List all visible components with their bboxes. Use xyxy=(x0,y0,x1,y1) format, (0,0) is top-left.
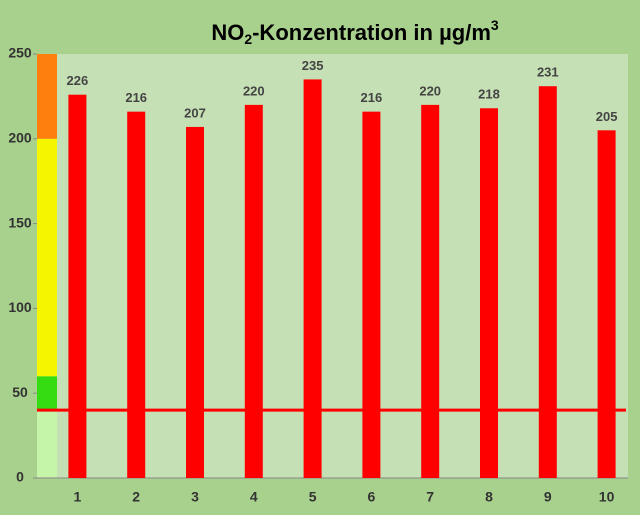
x-tick-label: 5 xyxy=(309,489,317,505)
y-tick-label: 0 xyxy=(16,469,24,485)
bar xyxy=(480,108,498,478)
x-tick-label: 10 xyxy=(599,489,615,505)
x-tick-label: 1 xyxy=(74,489,82,505)
value-label: 207 xyxy=(184,105,206,120)
bar xyxy=(244,104,263,478)
x-tick-label: 6 xyxy=(368,489,376,505)
value-label: 205 xyxy=(596,109,618,124)
y-tick-label: 100 xyxy=(8,299,32,315)
x-tick-label: 4 xyxy=(250,489,258,505)
x-tick-label: 7 xyxy=(426,489,434,505)
value-label: 231 xyxy=(537,65,559,80)
x-tick-label: 3 xyxy=(191,489,199,505)
threshold-band xyxy=(37,410,57,478)
value-label: 216 xyxy=(361,90,383,105)
bar xyxy=(362,111,381,478)
bar xyxy=(597,130,616,478)
value-label: 220 xyxy=(243,83,265,98)
y-tick-label: 50 xyxy=(12,384,28,400)
bar xyxy=(127,111,146,478)
bar xyxy=(421,104,440,478)
threshold-band xyxy=(37,376,57,411)
chart-title: NO2-Konzentration in µg/m3 xyxy=(211,17,499,47)
y-tick-label: 150 xyxy=(8,214,32,230)
bar xyxy=(186,126,204,478)
y-tick-label: 250 xyxy=(8,45,32,61)
threshold-band xyxy=(37,54,57,139)
x-tick-label: 8 xyxy=(485,489,493,505)
y-tick-label: 200 xyxy=(8,130,32,146)
bar xyxy=(68,94,87,478)
value-label: 235 xyxy=(302,58,324,73)
bar xyxy=(303,79,322,478)
value-label: 226 xyxy=(67,73,89,88)
value-label: 218 xyxy=(478,87,500,102)
value-label: 220 xyxy=(419,83,441,98)
value-label: 216 xyxy=(125,90,147,105)
bar xyxy=(538,86,557,478)
x-tick-label: 9 xyxy=(544,489,552,505)
x-tick-label: 2 xyxy=(132,489,140,505)
threshold-band xyxy=(37,138,57,377)
